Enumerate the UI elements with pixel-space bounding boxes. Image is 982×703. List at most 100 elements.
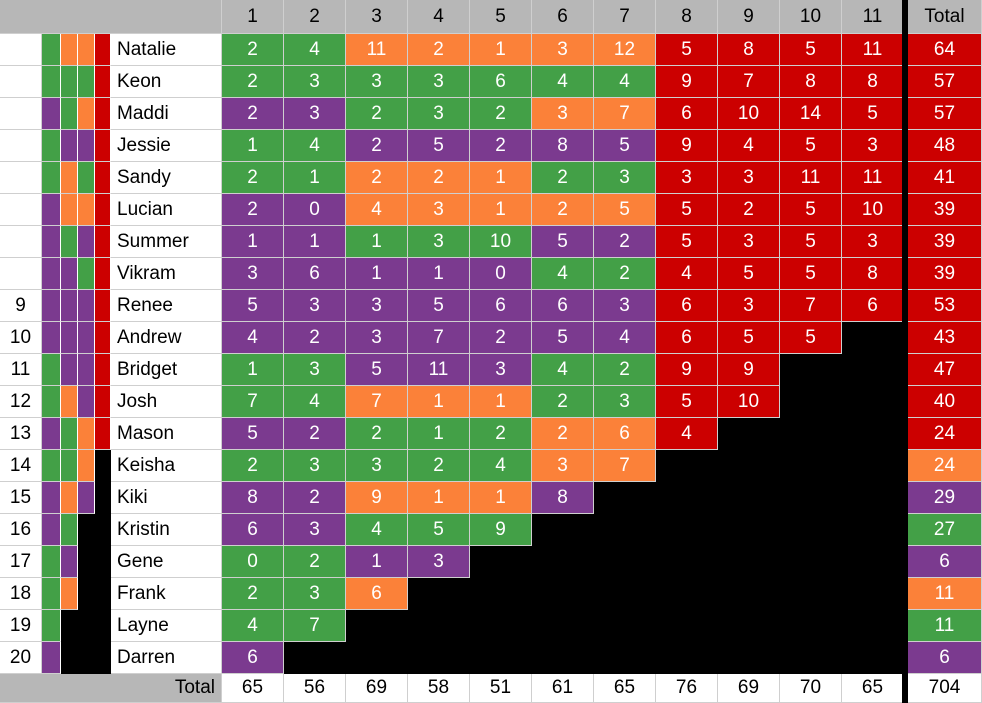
score-cell[interactable] (718, 578, 780, 610)
score-cell[interactable] (842, 546, 904, 578)
score-cell[interactable]: 10 (718, 98, 780, 130)
score-cell[interactable]: 3 (656, 162, 718, 194)
score-cell[interactable] (780, 386, 842, 418)
column-total[interactable]: 76 (656, 674, 718, 703)
score-cell[interactable]: 8 (842, 258, 904, 290)
row-total[interactable]: 29 (908, 482, 982, 514)
score-cell[interactable]: 3 (594, 386, 656, 418)
rank-cell[interactable]: 15 (0, 482, 42, 514)
score-cell[interactable] (842, 610, 904, 642)
score-cell[interactable]: 1 (408, 482, 470, 514)
score-cell[interactable]: 2 (222, 98, 284, 130)
score-cell[interactable]: 0 (222, 546, 284, 578)
episode-header[interactable]: 4 (408, 0, 470, 34)
score-cell[interactable]: 2 (222, 66, 284, 98)
score-cell[interactable]: 4 (284, 34, 346, 66)
contestant-name[interactable]: Lucian (111, 194, 222, 226)
score-cell[interactable]: 2 (284, 322, 346, 354)
score-cell[interactable] (780, 514, 842, 546)
score-cell[interactable] (594, 610, 656, 642)
row-total[interactable]: 57 (908, 98, 982, 130)
score-cell[interactable] (780, 418, 842, 450)
score-cell[interactable]: 2 (470, 322, 532, 354)
contestant-name[interactable]: Kristin (111, 514, 222, 546)
score-cell[interactable]: 6 (842, 290, 904, 322)
score-cell[interactable]: 2 (470, 418, 532, 450)
score-cell[interactable]: 5 (656, 226, 718, 258)
row-total[interactable]: 11 (908, 610, 982, 642)
score-cell[interactable] (780, 450, 842, 482)
score-cell[interactable]: 11 (842, 162, 904, 194)
episode-header[interactable]: 2 (284, 0, 346, 34)
contestant-name[interactable]: Maddi (111, 98, 222, 130)
column-total[interactable]: 51 (470, 674, 532, 703)
score-cell[interactable] (408, 610, 470, 642)
score-cell[interactable]: 6 (594, 418, 656, 450)
score-cell[interactable]: 1 (470, 482, 532, 514)
score-cell[interactable] (842, 418, 904, 450)
score-cell[interactable] (718, 450, 780, 482)
score-cell[interactable]: 2 (532, 386, 594, 418)
score-cell[interactable] (470, 546, 532, 578)
score-cell[interactable] (780, 578, 842, 610)
score-cell[interactable]: 1 (284, 162, 346, 194)
score-cell[interactable]: 4 (284, 130, 346, 162)
rank-cell[interactable]: 19 (0, 610, 42, 642)
score-cell[interactable]: 2 (346, 418, 408, 450)
score-cell[interactable] (780, 610, 842, 642)
column-total[interactable]: 58 (408, 674, 470, 703)
score-cell[interactable]: 4 (532, 66, 594, 98)
column-total[interactable]: 56 (284, 674, 346, 703)
score-cell[interactable]: 3 (718, 162, 780, 194)
row-total[interactable]: 41 (908, 162, 982, 194)
score-cell[interactable]: 1 (222, 130, 284, 162)
score-cell[interactable]: 6 (284, 258, 346, 290)
score-cell[interactable]: 5 (780, 34, 842, 66)
score-cell[interactable] (532, 610, 594, 642)
score-cell[interactable]: 2 (346, 98, 408, 130)
score-cell[interactable] (346, 610, 408, 642)
score-cell[interactable]: 5 (222, 290, 284, 322)
rank-cell[interactable]: 11 (0, 354, 42, 386)
score-cell[interactable]: 2 (408, 34, 470, 66)
score-cell[interactable]: 4 (656, 258, 718, 290)
score-cell[interactable]: 5 (718, 322, 780, 354)
row-total[interactable]: 11 (908, 578, 982, 610)
score-cell[interactable]: 5 (408, 290, 470, 322)
contestant-name[interactable]: Jessie (111, 130, 222, 162)
score-cell[interactable]: 3 (284, 66, 346, 98)
episode-header[interactable]: 1 (222, 0, 284, 34)
score-cell[interactable]: 1 (470, 162, 532, 194)
score-cell[interactable]: 6 (470, 290, 532, 322)
score-cell[interactable]: 11 (780, 162, 842, 194)
contestant-name[interactable]: Vikram (111, 258, 222, 290)
column-total[interactable]: 69 (718, 674, 780, 703)
score-cell[interactable] (718, 418, 780, 450)
score-cell[interactable]: 3 (532, 98, 594, 130)
contestant-name[interactable]: Summer (111, 226, 222, 258)
score-cell[interactable]: 7 (594, 98, 656, 130)
row-total[interactable]: 24 (908, 450, 982, 482)
score-cell[interactable] (780, 354, 842, 386)
score-cell[interactable]: 1 (408, 258, 470, 290)
score-cell[interactable]: 7 (222, 386, 284, 418)
row-total[interactable]: 39 (908, 226, 982, 258)
score-cell[interactable] (718, 610, 780, 642)
score-cell[interactable] (780, 482, 842, 514)
contestant-name[interactable]: Renee (111, 290, 222, 322)
column-total[interactable]: 65 (594, 674, 656, 703)
score-cell[interactable]: 6 (532, 290, 594, 322)
score-cell[interactable]: 3 (284, 578, 346, 610)
score-cell[interactable]: 2 (594, 226, 656, 258)
score-cell[interactable]: 12 (594, 34, 656, 66)
score-cell[interactable]: 2 (222, 34, 284, 66)
score-cell[interactable]: 8 (718, 34, 780, 66)
score-cell[interactable] (594, 482, 656, 514)
rank-cell[interactable]: 9 (0, 290, 42, 322)
rank-cell[interactable]: 16 (0, 514, 42, 546)
score-cell[interactable]: 5 (780, 322, 842, 354)
score-cell[interactable]: 0 (284, 194, 346, 226)
score-cell[interactable] (718, 514, 780, 546)
score-cell[interactable]: 1 (346, 546, 408, 578)
contestant-name[interactable]: Natalie (111, 34, 222, 66)
